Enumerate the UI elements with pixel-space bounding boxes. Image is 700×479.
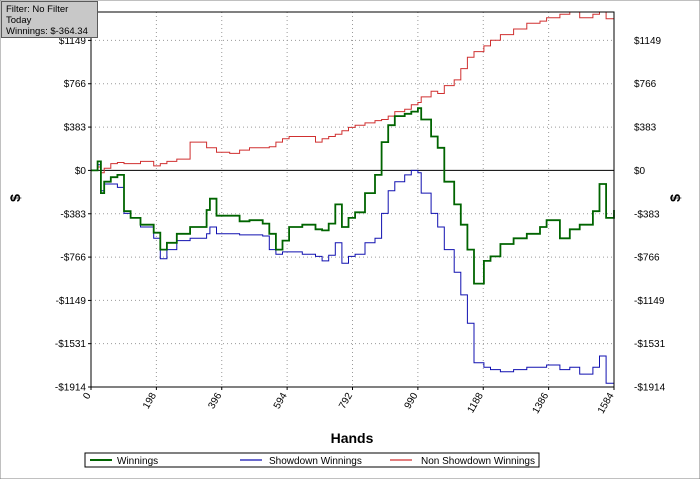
- y-tick-label-right: -$1149: [634, 296, 665, 307]
- y-tick-label-left: -$766: [60, 253, 86, 264]
- y-tick-label-left: -$383: [60, 209, 86, 220]
- y-tick-label-left: $0: [75, 166, 87, 177]
- series-line-winnings: [91, 107, 615, 285]
- legend-item-label: Non Showdown Winnings: [421, 456, 535, 467]
- y-tick-label-left: $1149: [59, 36, 87, 47]
- filter-label: Filter: No Filter: [6, 4, 69, 15]
- legend: Winnings Showdown Winnings Non Showdown Wi…: [84, 452, 540, 468]
- y-tick-label-right: $383: [634, 123, 657, 134]
- y-tick-label-left: $383: [64, 123, 87, 134]
- y-tick-label-left: -$1531: [55, 339, 87, 350]
- series-line-showdown-winnings: [91, 164, 615, 386]
- y-tick-label-left: -$1914: [55, 383, 87, 394]
- legend-item-label: Showdown Winnings: [269, 456, 362, 467]
- y-tick-label-left: -$1149: [56, 296, 87, 307]
- winnings-total: Winnings: $-364.34: [6, 26, 88, 37]
- y-tick-label-left: $766: [64, 79, 87, 90]
- series-line-non-showdown-winnings: [91, 11, 615, 174]
- series-layer: [91, 11, 615, 386]
- x-axis-label: Hands: [331, 430, 374, 446]
- y-tick-label-right: $0: [634, 166, 646, 177]
- legend-box: [84, 452, 540, 468]
- x-tick-label: 0: [81, 391, 94, 402]
- y-tick-label-right: $1149: [634, 36, 662, 47]
- filter-info-box: Filter: No Filter Today Winnings: $-364.…: [1, 1, 98, 38]
- y-tick-label-right: -$766: [634, 253, 660, 264]
- legend-item-label: Winnings: [117, 456, 158, 467]
- y-tick-label-right: -$1531: [634, 339, 666, 350]
- y-tick-label-right: -$1914: [634, 383, 666, 394]
- period-label: Today: [6, 15, 32, 26]
- y-tick-label-right: -$383: [634, 209, 660, 220]
- y-axis-label-left: $: [7, 194, 23, 202]
- grid: [91, 12, 614, 388]
- y-axis-label-right: $: [667, 194, 683, 202]
- y-tick-label-right: $766: [634, 79, 657, 90]
